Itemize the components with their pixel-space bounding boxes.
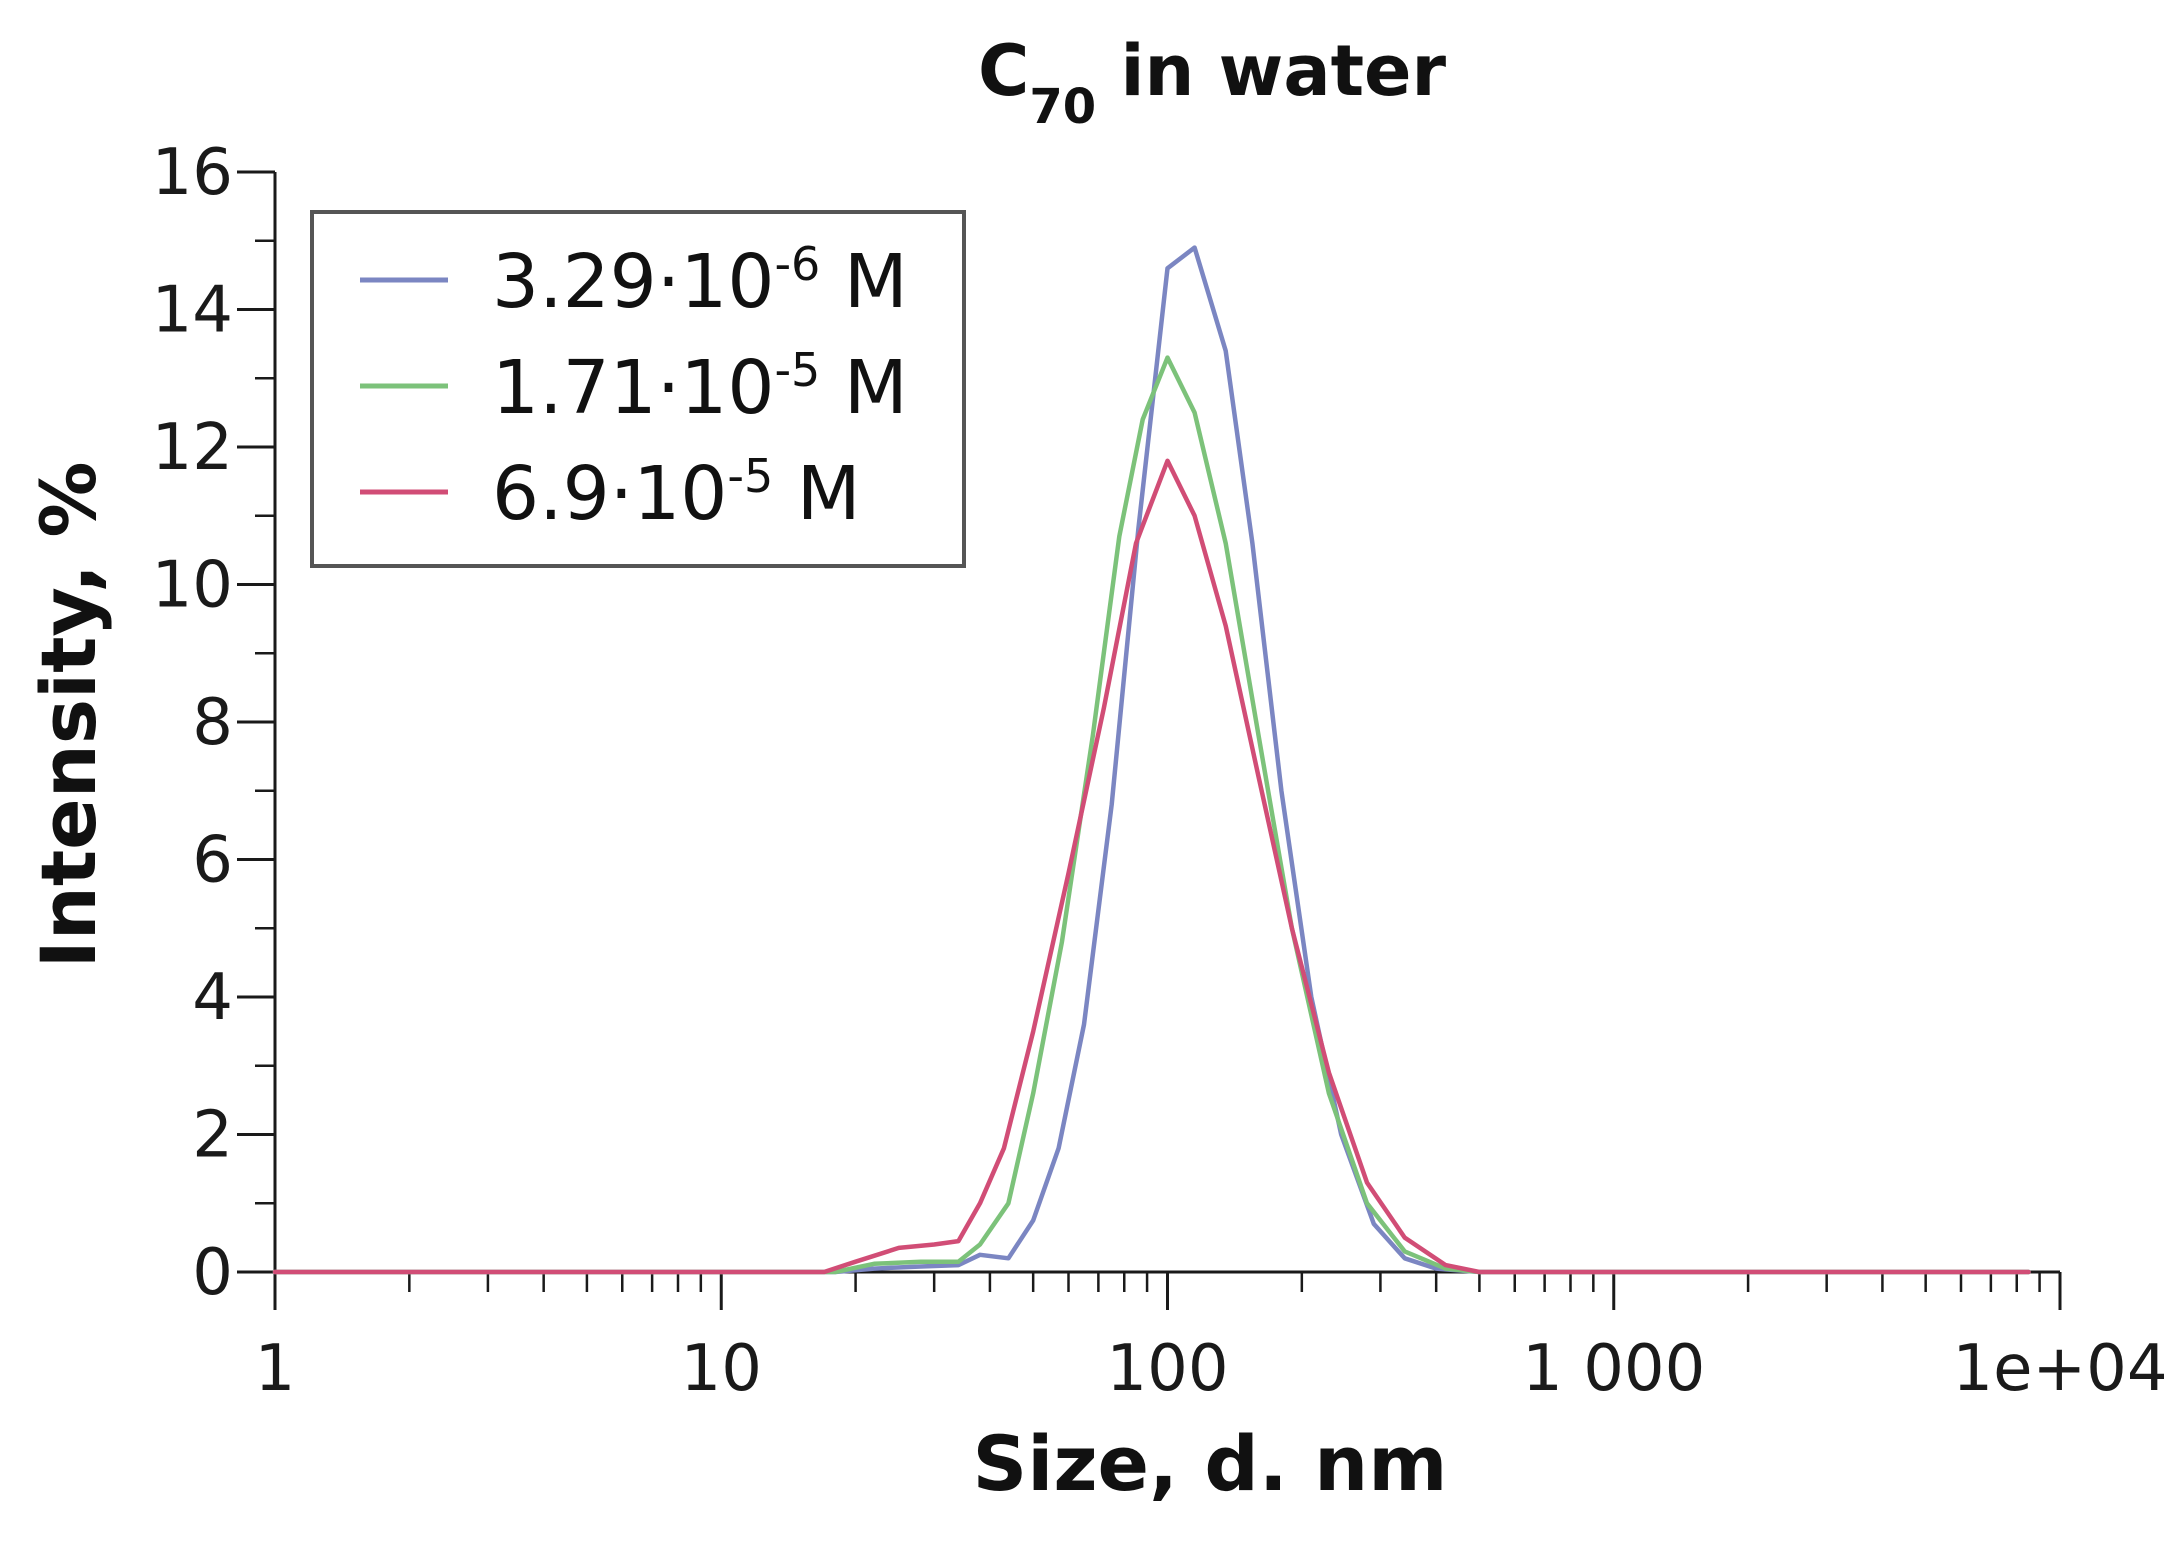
chart-title-rest: in water: [1096, 30, 1446, 112]
y-tick-label: 4: [192, 961, 233, 1035]
y-tick-label: 10: [152, 549, 233, 623]
x-tick-label: 100: [1106, 1332, 1228, 1406]
y-tick-label: 0: [192, 1236, 233, 1310]
series-lines: [272, 245, 2031, 1275]
y-tick-label: 16: [152, 136, 233, 210]
x-axis-title: Size, d. nm: [973, 1419, 1448, 1508]
y-tick-label: 12: [152, 411, 233, 485]
legend-label-2: 1.71·10-5 M: [492, 343, 908, 431]
y-tick-label: 6: [192, 824, 233, 898]
chart-title-main: C: [978, 30, 1029, 112]
y-tick-label: 2: [192, 1099, 233, 1173]
legend-box: [310, 210, 966, 568]
legend-label-3: 6.9·10-5 M: [492, 449, 861, 537]
y-tick-label: 8: [192, 686, 233, 760]
chart-title-subscript: 70: [1029, 79, 1096, 135]
series-line-3: [272, 458, 2031, 1275]
x-tick-label: 10: [681, 1332, 762, 1406]
x-tick-label: 1: [255, 1332, 296, 1406]
chart-title: C70 in water: [978, 30, 1447, 135]
y-axis-title: Intensity, %: [24, 461, 113, 968]
x-tick-label: 1e+04: [1952, 1332, 2167, 1406]
legend-label-1: 3.29·10-6 M: [492, 237, 908, 325]
series-line-2: [272, 355, 2031, 1275]
x-axis-ticks: 1 10 100 1 000 1e+04: [255, 1272, 2168, 1406]
legend: 3.29·10-6 M 1.71·10-5 M 6.9·10-5 M: [310, 210, 966, 568]
y-tick-label: 14: [152, 274, 233, 348]
x-tick-label: 1 000: [1522, 1332, 1705, 1406]
y-axis-ticks: 0 2 4 6 8 10 12 14 16: [152, 136, 275, 1310]
